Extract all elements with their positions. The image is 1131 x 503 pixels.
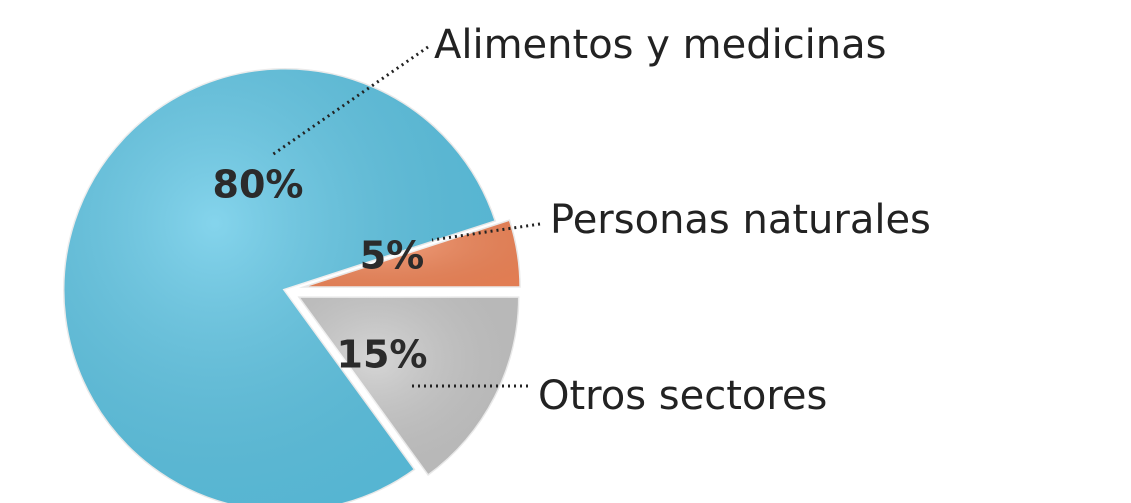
category-label: Personas naturales: [550, 197, 931, 243]
value-label: 80%: [213, 163, 304, 207]
slice-shade: [63, 68, 497, 503]
leader-line: [431, 222, 541, 242]
category-label: Alimentos y medicinas: [434, 22, 887, 68]
category-label: Otros sectores: [538, 373, 827, 419]
slice-shade: [297, 296, 520, 476]
value-label: 15%: [337, 333, 428, 377]
leader-line: [271, 45, 429, 157]
slice-shade: [298, 219, 521, 288]
value-label: 5%: [360, 234, 425, 278]
